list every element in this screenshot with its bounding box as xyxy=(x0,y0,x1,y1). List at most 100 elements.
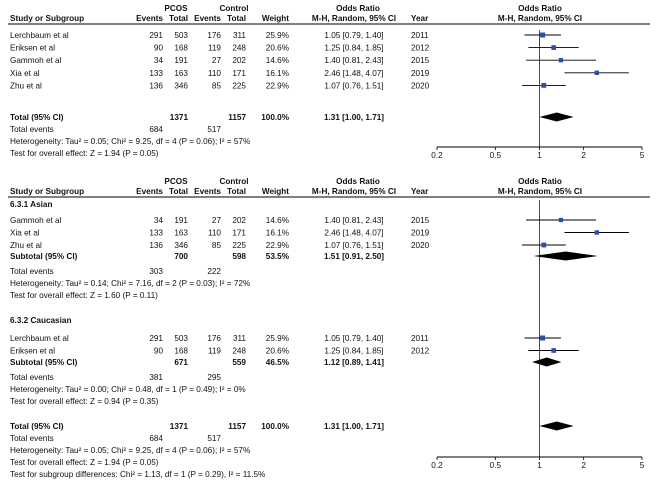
overall-effect-text: Test for overall effect: Z = 1.60 (P = 0… xyxy=(10,291,158,300)
total-control: 248 xyxy=(232,44,246,53)
events-pcos: 136 xyxy=(149,241,163,250)
events-control: 119 xyxy=(208,44,221,53)
events-total-pcos: 684 xyxy=(149,125,163,134)
header-method: M-H, Random, 95% CI xyxy=(312,14,396,23)
weight-value: 14.6% xyxy=(266,56,289,65)
summary-total-control: 559 xyxy=(232,358,246,367)
events-total-pcos: 303 xyxy=(149,267,163,276)
header-odds-ratio: Odds Ratio xyxy=(336,4,380,13)
header-method-plot: M-H, Random, 95% CI xyxy=(498,14,582,23)
or-ci-value: 1.25 [0.84, 1.85] xyxy=(324,44,383,53)
weight-value: 25.9% xyxy=(266,31,289,40)
x-tick-label: 2 xyxy=(581,461,586,470)
events-pcos: 291 xyxy=(149,31,163,40)
summary-label: Total (95% CI) xyxy=(10,113,64,122)
or-ci-value: 1.40 [0.81, 2.43] xyxy=(324,216,383,225)
summary-or-ci: 1.12 [0.89, 1.41] xyxy=(324,358,384,367)
events-total-pcos: 381 xyxy=(149,373,163,382)
header-pcos: PCOS xyxy=(164,177,188,186)
study-marker xyxy=(540,335,546,341)
total-control: 202 xyxy=(232,216,246,225)
header-study: Study or Subgroup xyxy=(10,187,84,196)
x-tick-label: 0.5 xyxy=(490,461,502,470)
weight-value: 22.9% xyxy=(266,241,289,250)
events-control: 85 xyxy=(212,81,222,90)
events-total-pcos: 684 xyxy=(149,434,163,443)
study-marker xyxy=(558,58,564,63)
year-value: 2012 xyxy=(411,347,430,356)
year-value: 2011 xyxy=(411,31,429,40)
header-total-control: Total xyxy=(227,14,246,23)
x-tick-label: 1 xyxy=(537,151,542,160)
header-year: Year xyxy=(411,187,429,196)
study-name: Lerchbaum et al xyxy=(10,31,69,40)
x-tick-label: 1 xyxy=(537,461,542,470)
summary-weight: 100.0% xyxy=(261,113,289,122)
total-pcos: 346 xyxy=(174,81,188,90)
year-value: 2020 xyxy=(411,241,430,250)
header-odds-ratio-plot: Odds Ratio xyxy=(518,4,562,13)
events-pcos: 90 xyxy=(154,44,164,53)
heterogeneity-text: Heterogeneity: Tau² = 0.05; Chi² = 9.25,… xyxy=(10,137,250,146)
x-tick-label: 5 xyxy=(640,461,645,470)
header-total-pcos: Total xyxy=(169,187,188,196)
total-control: 225 xyxy=(232,81,246,90)
header-control: Control xyxy=(219,4,248,13)
summary-or-ci: 1.31 [1.00, 1.71] xyxy=(324,113,384,122)
header-method: M-H, Random, 95% CI xyxy=(312,187,396,196)
heterogeneity-text: Heterogeneity: Tau² = 0.14; Chi² = 7.16,… xyxy=(10,279,250,288)
summary-total-pcos: 1371 xyxy=(170,113,189,122)
year-value: 2015 xyxy=(411,56,430,65)
study-name: Xia et al xyxy=(10,229,40,238)
events-total-control: 517 xyxy=(207,125,221,134)
year-value: 2020 xyxy=(411,81,430,90)
or-ci-value: 1.05 [0.79, 1.40] xyxy=(324,31,383,40)
total-control: 171 xyxy=(232,229,246,238)
total-pcos: 191 xyxy=(174,56,188,65)
header-study: Study or Subgroup xyxy=(10,14,84,23)
study-marker xyxy=(558,217,564,223)
events-total-control: 295 xyxy=(207,373,221,382)
study-name: Xia et al xyxy=(10,69,40,78)
events-control: 27 xyxy=(212,216,222,225)
events-pcos: 34 xyxy=(154,216,164,225)
header-control: Control xyxy=(219,177,248,186)
total-control: 311 xyxy=(233,31,246,40)
header-events-pcos: Events xyxy=(136,14,163,23)
summary-weight: 46.5% xyxy=(266,358,290,367)
summary-or-ci: 1.31 [1.00, 1.71] xyxy=(324,422,384,431)
year-value: 2019 xyxy=(411,69,430,78)
summary-total-control: 598 xyxy=(232,252,246,261)
summary-diamond xyxy=(539,421,574,431)
header-total-control: Total xyxy=(227,187,246,196)
x-tick-label: 5 xyxy=(640,151,645,160)
or-ci-value: 2.46 [1.48, 4.07] xyxy=(324,229,383,238)
year-value: 2019 xyxy=(411,229,430,238)
header-events-control: Events xyxy=(194,187,221,196)
header-events-control: Events xyxy=(194,14,221,23)
weight-value: 20.6% xyxy=(266,44,289,53)
events-control: 176 xyxy=(207,31,221,40)
total-pcos: 163 xyxy=(174,229,188,238)
events-control: 110 xyxy=(208,69,221,78)
total-control: 248 xyxy=(232,347,246,356)
header-weight: Weight xyxy=(262,187,289,196)
header-total-pcos: Total xyxy=(169,14,188,23)
weight-value: 16.1% xyxy=(266,229,289,238)
x-tick-label: 2 xyxy=(581,151,586,160)
events-total-control: 517 xyxy=(207,434,221,443)
total-pcos: 168 xyxy=(174,347,188,356)
study-name: Gammoh et al xyxy=(10,216,62,225)
study-name: Eriksen et al xyxy=(10,347,55,356)
total-pcos: 168 xyxy=(174,44,188,53)
events-pcos: 136 xyxy=(149,81,163,90)
events-pcos: 291 xyxy=(149,334,163,343)
total-control: 202 xyxy=(232,56,246,65)
study-name: Zhu et al xyxy=(10,241,42,250)
year-value: 2015 xyxy=(411,216,430,225)
events-total-control: 222 xyxy=(207,267,221,276)
or-ci-value: 1.07 [0.76, 1.51] xyxy=(324,241,383,250)
weight-value: 25.9% xyxy=(266,334,289,343)
total-pcos: 346 xyxy=(174,241,188,250)
header-pcos: PCOS xyxy=(164,4,188,13)
